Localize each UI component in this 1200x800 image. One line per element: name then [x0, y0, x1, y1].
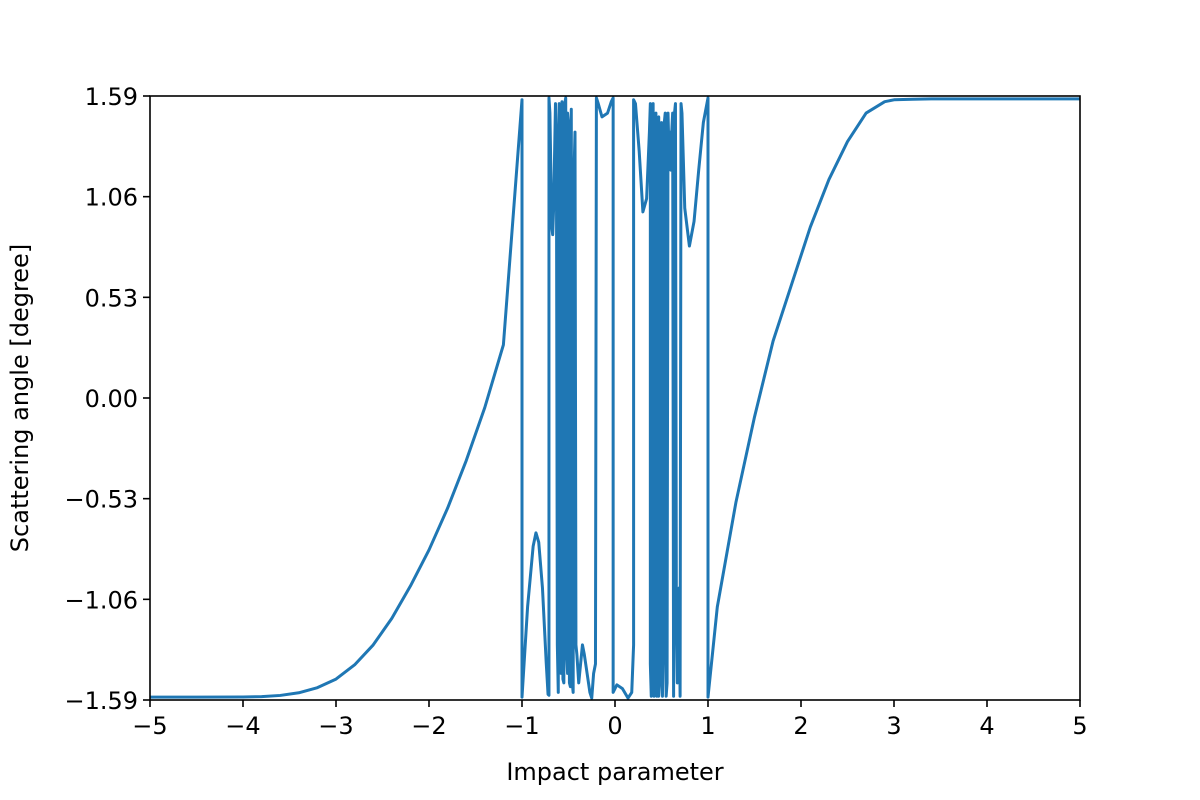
y-tick-label: −1.06: [64, 586, 138, 614]
x-tick-label: −1: [504, 712, 539, 740]
data-layer: [150, 96, 1080, 700]
x-axis-label: Impact parameter: [506, 758, 723, 786]
x-tick-label: 1: [700, 712, 715, 740]
y-tick-label: 0.53: [85, 284, 138, 312]
y-tick-label: −1.59: [64, 687, 138, 715]
x-tick-label: −4: [225, 712, 260, 740]
x-tick-label: −5: [132, 712, 167, 740]
y-axis-ticks: −1.59 −1.06 −0.53 0.00 0.53 1.06 1.59: [64, 83, 150, 715]
series-line-0: [150, 96, 1080, 700]
x-tick-label: 4: [979, 712, 994, 740]
y-tick-label: −0.53: [64, 486, 138, 514]
x-tick-label: −3: [318, 712, 353, 740]
y-tick-label: 1.06: [85, 184, 138, 212]
y-tick-label: 1.59: [85, 83, 138, 111]
x-tick-label: 0: [607, 712, 622, 740]
x-axis-ticks: −5 −4 −3 −2 −1 0 1 2 3 4 5: [132, 700, 1088, 740]
x-tick-label: 2: [793, 712, 808, 740]
x-tick-label: −2: [411, 712, 446, 740]
x-tick-label: 5: [1072, 712, 1087, 740]
plot-area: [150, 96, 1080, 700]
y-tick-label: 0.00: [85, 385, 138, 413]
y-axis-label: Scattering angle [degree]: [6, 244, 34, 552]
x-tick-label: 3: [886, 712, 901, 740]
